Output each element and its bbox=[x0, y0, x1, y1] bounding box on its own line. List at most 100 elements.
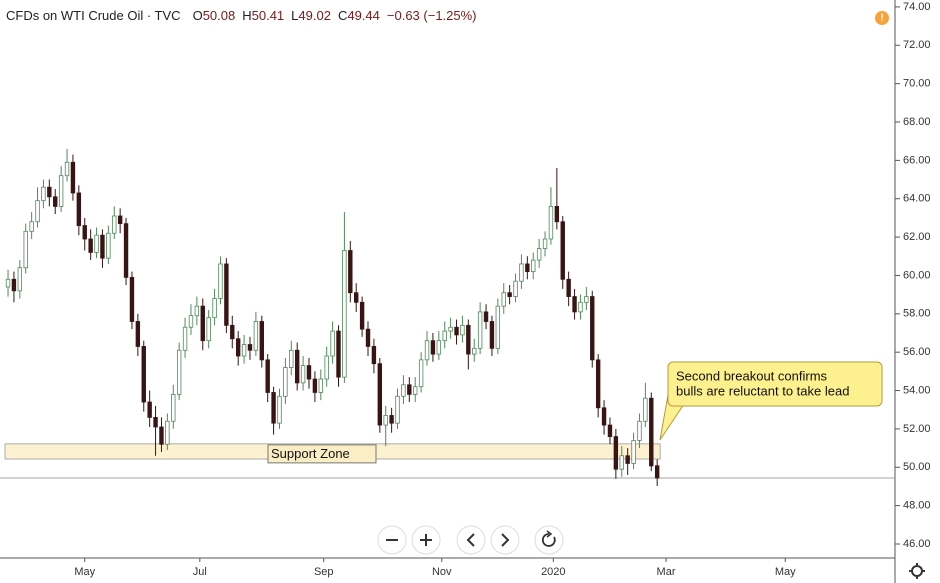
candle-body bbox=[106, 232, 111, 259]
y-tick-label: 64.00 bbox=[903, 193, 931, 205]
scroll-right-icon bbox=[501, 533, 510, 547]
scroll-left-icon bbox=[466, 533, 475, 547]
candle-body bbox=[41, 186, 46, 202]
candle-body bbox=[389, 415, 394, 424]
candle-body bbox=[595, 359, 601, 409]
x-tick-label: Sep bbox=[314, 566, 334, 578]
candle-body bbox=[94, 234, 99, 253]
candle-body bbox=[76, 192, 82, 226]
candle-body bbox=[159, 426, 164, 445]
candle-body bbox=[489, 321, 495, 349]
candle-body bbox=[554, 205, 560, 223]
y-tick-label: 60.00 bbox=[903, 269, 931, 281]
symbol-header: CFDs on WTI Crude Oil · TVC O50.08 H50.41 L… bbox=[6, 8, 484, 23]
candle-body bbox=[247, 344, 253, 351]
y-tick-label: 72.00 bbox=[903, 39, 931, 51]
x-tick-label: Nov bbox=[432, 566, 452, 578]
nav-buttons bbox=[377, 525, 564, 555]
candle-body bbox=[590, 296, 595, 361]
candle-body bbox=[300, 365, 306, 384]
y-tick-label: 58.00 bbox=[903, 308, 931, 320]
candle-body bbox=[436, 340, 442, 355]
candle-body bbox=[430, 340, 436, 355]
candle-body bbox=[336, 330, 341, 378]
y-tick-label: 50.00 bbox=[903, 461, 931, 473]
candle-body bbox=[100, 234, 105, 259]
candle-body bbox=[654, 465, 660, 479]
alert-circle[interactable] bbox=[875, 11, 889, 25]
candle-body bbox=[348, 250, 353, 294]
candle-body bbox=[283, 367, 288, 397]
y-tick-label: 56.00 bbox=[903, 346, 931, 358]
candle-body bbox=[224, 263, 229, 326]
candle-body bbox=[29, 221, 34, 232]
candle-body bbox=[265, 359, 270, 393]
candle-body bbox=[259, 321, 264, 361]
support-label-box bbox=[267, 444, 377, 464]
candle-body bbox=[413, 386, 418, 395]
candle-body bbox=[424, 340, 430, 361]
scroll-right-button[interactable] bbox=[490, 525, 520, 555]
candle-body bbox=[649, 397, 654, 467]
annotation-text: Second breakout confirms bbox=[676, 368, 828, 383]
alert-icon[interactable]: ! bbox=[875, 11, 889, 25]
candle-body bbox=[271, 392, 276, 424]
candle-body bbox=[483, 311, 489, 322]
symbol-title: CFDs on WTI Crude Oil · TVC bbox=[6, 8, 181, 23]
candle-body bbox=[235, 338, 241, 357]
candle-body bbox=[182, 326, 188, 351]
ohlc-label: C bbox=[337, 8, 348, 23]
candle-body bbox=[176, 349, 182, 395]
candle-body bbox=[607, 424, 613, 437]
candle-body bbox=[253, 321, 259, 351]
candle-body bbox=[371, 346, 377, 365]
candle-body bbox=[218, 263, 223, 299]
settings-icon[interactable] bbox=[911, 565, 923, 577]
candle-body bbox=[58, 175, 64, 207]
candle-body bbox=[294, 349, 300, 384]
y-tick-label: 52.00 bbox=[903, 423, 931, 435]
candle-body bbox=[123, 223, 129, 278]
candle-body bbox=[306, 365, 312, 380]
candle-body bbox=[395, 395, 400, 424]
candle-body bbox=[17, 267, 23, 292]
candle-body bbox=[401, 384, 406, 397]
reset-button[interactable] bbox=[534, 525, 564, 555]
candle-body bbox=[70, 161, 76, 194]
candle-body bbox=[637, 420, 642, 441]
y-tick-label: 66.00 bbox=[903, 154, 931, 166]
candle-body bbox=[277, 395, 282, 424]
y-tick-label: 70.00 bbox=[903, 78, 931, 90]
candle-body bbox=[64, 161, 70, 177]
candle-body bbox=[601, 407, 607, 426]
x-tick-label: Mar bbox=[657, 566, 676, 578]
candle-body bbox=[566, 278, 571, 297]
candle-body bbox=[11, 278, 17, 292]
ohlc-value: 49.02 bbox=[298, 8, 331, 23]
candle-body bbox=[448, 326, 453, 332]
candle-body bbox=[53, 196, 58, 207]
candle-body bbox=[289, 349, 294, 368]
ohlc-label: L bbox=[291, 8, 299, 23]
candle-body bbox=[365, 328, 371, 347]
candle-body bbox=[117, 215, 123, 225]
candle-body bbox=[82, 225, 87, 240]
scroll-left-button[interactable] bbox=[456, 525, 486, 555]
x-tick-label: May bbox=[775, 566, 796, 578]
candle-body bbox=[572, 296, 577, 313]
x-tick-label: May bbox=[74, 566, 95, 578]
settings-button[interactable] bbox=[909, 563, 925, 579]
candle-body bbox=[194, 305, 200, 317]
candle-body bbox=[88, 238, 93, 253]
candle-body bbox=[477, 311, 483, 349]
candle-body bbox=[525, 263, 530, 273]
candle-body bbox=[542, 238, 548, 249]
candle-body bbox=[631, 440, 636, 464]
alert-mark[interactable]: ! bbox=[880, 13, 883, 24]
candle-body bbox=[47, 186, 52, 198]
candle-body bbox=[454, 326, 459, 336]
candle-body bbox=[241, 344, 247, 357]
candle-body bbox=[466, 324, 471, 355]
annotation-text: bulls are reluctant to take lead bbox=[676, 383, 849, 398]
